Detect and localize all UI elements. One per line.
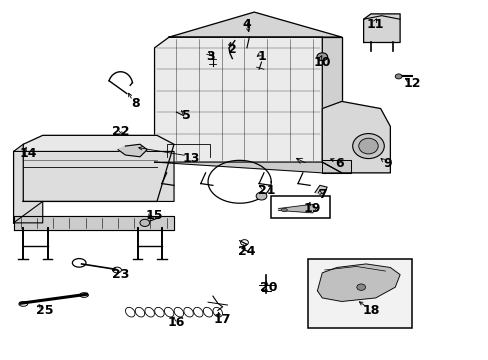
Polygon shape	[14, 152, 174, 223]
Polygon shape	[169, 12, 341, 37]
Ellipse shape	[358, 138, 377, 154]
Ellipse shape	[281, 208, 287, 212]
Text: 11: 11	[366, 18, 384, 31]
Polygon shape	[322, 37, 341, 162]
Text: 7: 7	[317, 188, 326, 201]
Text: 21: 21	[257, 184, 275, 197]
Bar	[307, 258, 411, 328]
Ellipse shape	[356, 284, 365, 291]
Polygon shape	[154, 37, 322, 162]
Text: 13: 13	[182, 152, 199, 165]
Text: 19: 19	[303, 202, 321, 215]
Polygon shape	[23, 135, 174, 202]
Text: 9: 9	[383, 157, 391, 170]
Polygon shape	[322, 102, 389, 173]
Bar	[271, 196, 329, 217]
Polygon shape	[278, 204, 316, 213]
Ellipse shape	[394, 74, 401, 79]
Text: 6: 6	[334, 157, 343, 170]
Text: 20: 20	[260, 281, 277, 294]
Text: 12: 12	[403, 77, 420, 90]
Polygon shape	[317, 264, 399, 301]
Polygon shape	[363, 14, 399, 42]
Text: 2: 2	[227, 43, 236, 56]
Text: 16: 16	[167, 316, 185, 329]
Text: 24: 24	[238, 245, 255, 258]
Text: 10: 10	[313, 55, 330, 69]
Ellipse shape	[256, 192, 266, 200]
Ellipse shape	[352, 134, 384, 158]
Text: 18: 18	[362, 304, 379, 317]
Text: 5: 5	[182, 109, 190, 122]
Text: 23: 23	[112, 268, 129, 281]
Text: 4: 4	[242, 18, 251, 31]
Polygon shape	[118, 144, 147, 157]
Text: 1: 1	[257, 50, 265, 63]
Polygon shape	[14, 144, 42, 223]
Text: 17: 17	[213, 313, 231, 326]
Text: 25: 25	[36, 304, 54, 317]
Polygon shape	[314, 185, 326, 194]
Polygon shape	[14, 216, 174, 230]
Text: 15: 15	[145, 209, 163, 222]
Ellipse shape	[140, 219, 149, 226]
Text: 8: 8	[130, 97, 139, 110]
Text: 3: 3	[206, 50, 214, 63]
Text: 14: 14	[20, 147, 37, 160]
Polygon shape	[322, 160, 351, 173]
Text: 22: 22	[112, 125, 129, 138]
Ellipse shape	[316, 53, 327, 61]
Polygon shape	[154, 162, 341, 173]
